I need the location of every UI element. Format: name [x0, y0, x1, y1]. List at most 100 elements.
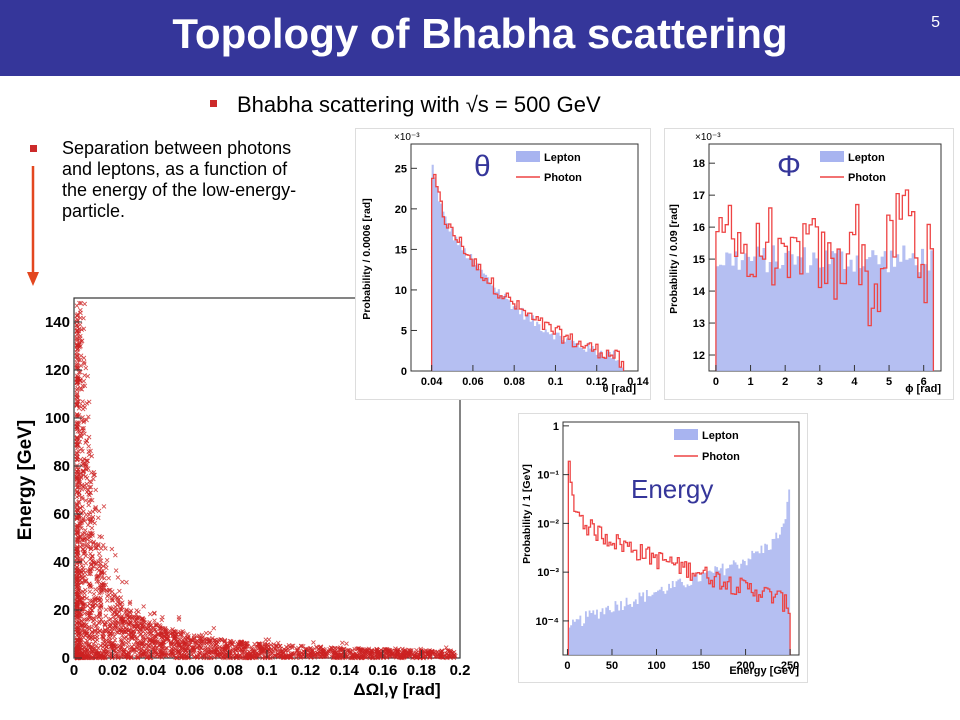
scatter-point — [189, 637, 195, 643]
scatter-point — [390, 650, 396, 656]
scatter-point — [99, 570, 105, 576]
scatter-point — [428, 650, 433, 656]
scatter-point — [91, 591, 97, 597]
scatter-point — [164, 645, 170, 651]
scatter-point — [86, 399, 92, 405]
x-tick-label: 0.08 — [214, 662, 243, 679]
scatter-point — [76, 625, 82, 630]
y-tick-label: 10⁻² — [537, 518, 559, 530]
scatter-point — [185, 631, 190, 637]
scatter-point — [393, 646, 398, 651]
scatter-point — [96, 591, 102, 596]
scatter-point — [90, 649, 96, 655]
scatter-point — [243, 640, 248, 646]
scatter-point — [155, 652, 160, 657]
x-tick-label: 100 — [647, 660, 665, 672]
scatter-point — [423, 648, 429, 653]
scatter-point — [129, 636, 135, 641]
scatter-point — [75, 443, 80, 448]
scatter-point — [179, 640, 185, 645]
scatter-point — [407, 649, 413, 654]
scatter-point — [90, 514, 96, 520]
scatter-point — [147, 611, 153, 617]
scatter-point — [84, 417, 89, 423]
scatter-point — [434, 649, 440, 655]
scatter-point — [80, 589, 86, 594]
x-tick-label: 4 — [851, 376, 858, 388]
scatter-point — [115, 614, 121, 620]
scatter-point — [211, 625, 217, 631]
scatter-point — [131, 642, 137, 648]
scatter-point — [89, 497, 95, 503]
scatter-point — [77, 610, 83, 615]
scatter-point — [81, 509, 86, 514]
photon-histogram — [715, 189, 935, 371]
scatter-point — [87, 642, 92, 647]
scatter-point — [80, 383, 86, 389]
scatter-point — [168, 631, 173, 636]
scatter-point — [74, 538, 80, 543]
y-tick-label: 0 — [62, 650, 70, 667]
scatter-point — [197, 639, 202, 645]
scatter-point — [82, 372, 87, 378]
scatter-point — [76, 632, 82, 638]
scatter-point — [127, 601, 133, 607]
scatter-point — [116, 621, 121, 626]
scatter-point — [197, 651, 203, 657]
scatter-point — [86, 652, 92, 658]
scatter-point — [250, 654, 255, 659]
scatter-point — [75, 376, 81, 382]
scatter-point — [211, 644, 217, 649]
scatter-point — [160, 631, 165, 637]
scatter-point — [74, 529, 80, 535]
scatter-point — [103, 613, 109, 619]
scatter-point — [162, 627, 168, 632]
scatter-point — [99, 653, 104, 659]
scatter-point — [234, 644, 240, 650]
scatter-point — [74, 476, 80, 482]
lepton-histogram — [431, 164, 624, 371]
scatter-point — [134, 615, 140, 620]
scatter-point — [290, 643, 296, 649]
scatter-point — [121, 649, 127, 654]
y-axis-label: Probability / 0.0006 [rad] — [361, 198, 373, 319]
y-tick-label: 40 — [53, 554, 70, 571]
scatter-point — [88, 551, 93, 557]
scatter-point — [158, 648, 164, 654]
scatter-point — [338, 645, 343, 650]
x-tick-label: 0.06 — [175, 662, 204, 679]
x-tick-label: 6 — [921, 376, 927, 388]
scatter-point — [74, 450, 80, 455]
scatter-point — [207, 637, 212, 643]
scatter-point — [429, 648, 435, 654]
down-arrow-icon — [27, 166, 39, 286]
scatter-point — [90, 604, 96, 610]
scatter-point — [355, 653, 360, 658]
scatter-point — [82, 518, 87, 524]
scatter-point — [448, 654, 453, 659]
scatter-point — [79, 619, 85, 624]
scatter-point — [152, 618, 157, 623]
scatter-point — [82, 527, 88, 533]
scatter-point — [109, 653, 115, 659]
scatter-point — [84, 489, 90, 495]
scatter-point — [81, 542, 87, 548]
scatter-point — [333, 645, 338, 651]
x-tick-label: 0.04 — [421, 376, 443, 388]
scatter-point — [275, 640, 281, 646]
scatter-point — [75, 347, 80, 353]
scatter-point — [120, 642, 126, 647]
scatter-point — [81, 645, 87, 650]
x-tick-label: 0 — [564, 660, 570, 672]
x-tick-label: 1 — [747, 376, 753, 388]
scatter-point — [83, 498, 89, 503]
histogram-area — [430, 164, 625, 371]
x-tick-label: 0 — [70, 662, 78, 679]
scatter-point — [308, 655, 314, 660]
scatter-point — [439, 648, 445, 654]
y-tick-label: 120 — [45, 362, 70, 379]
scatter-point — [257, 641, 263, 647]
y-tick-label: 20 — [53, 602, 70, 619]
scatter-point — [97, 605, 102, 611]
scatter-point — [89, 525, 95, 531]
